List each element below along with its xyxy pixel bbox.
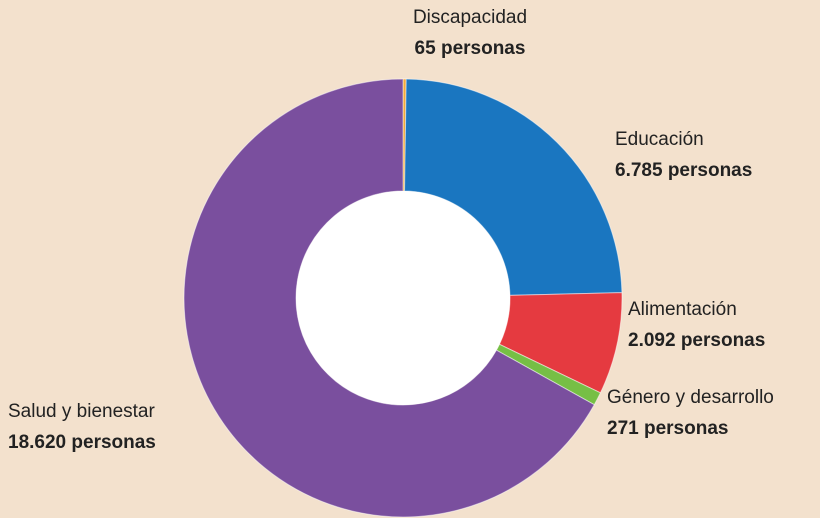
slice-label: Alimentación	[628, 299, 737, 320]
value-label: 65 personas	[415, 38, 526, 59]
value-label: 18.620 personas	[8, 432, 156, 453]
donut-hole	[296, 191, 510, 405]
value-label: 2.092 personas	[628, 330, 765, 351]
slice-label: Educación	[615, 129, 704, 150]
value-label: 6.785 personas	[615, 160, 752, 181]
value-label: 271 personas	[607, 418, 728, 439]
slice-label: Discapacidad	[413, 7, 527, 28]
slice-label: Salud y bienestar	[8, 401, 155, 422]
slice-label: Género y desarrollo	[607, 387, 774, 408]
